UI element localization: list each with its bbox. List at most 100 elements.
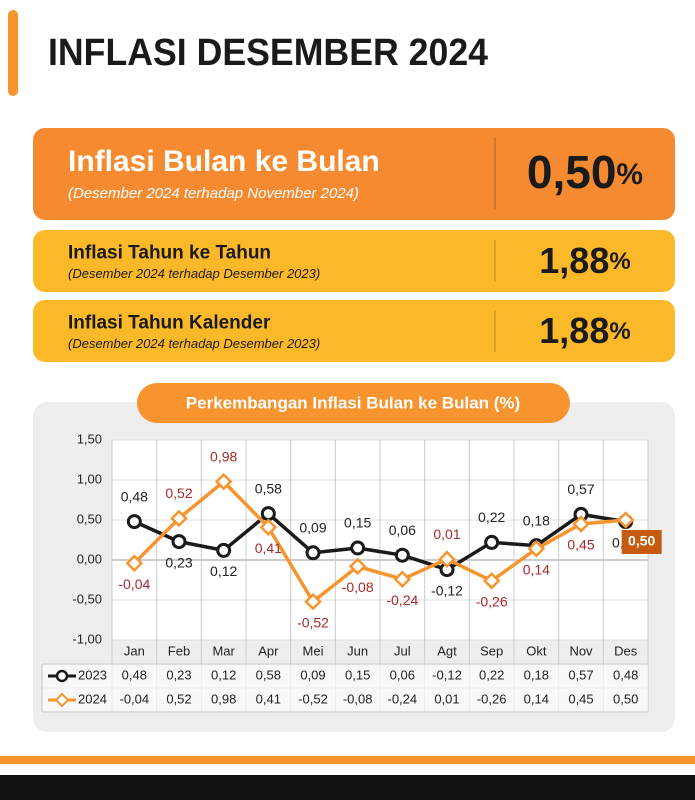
x-tick-label: Sep xyxy=(480,643,503,658)
line xyxy=(133,511,626,572)
marker xyxy=(125,554,144,572)
table-cell: -0,12 xyxy=(432,667,462,682)
value-label: 0,48 xyxy=(121,488,148,504)
y-tick-label: 0,00 xyxy=(77,551,102,566)
table-cell: 0,22 xyxy=(479,667,504,682)
table-cell: -0,24 xyxy=(388,691,418,706)
y-tick-label: 0,50 xyxy=(77,511,102,526)
card-value: 0,50% xyxy=(527,146,643,198)
card-subtitle: (Desember 2024 terhadap Desember 2023) xyxy=(68,266,320,281)
table-cell: 0,45 xyxy=(568,691,593,706)
value-label: 0,01 xyxy=(433,526,460,542)
table-cell: 0,52 xyxy=(166,691,191,706)
x-tick-label: Mar xyxy=(212,643,235,658)
value-label: 0,12 xyxy=(210,563,237,579)
marker xyxy=(348,557,367,576)
marker xyxy=(170,509,188,528)
value-label: 0,14 xyxy=(523,562,550,578)
table-cell: 0,57 xyxy=(568,667,593,682)
value-label: 0,45 xyxy=(567,537,594,553)
card-value-number: 1,88 xyxy=(539,240,609,281)
card-value-number: 1,88 xyxy=(539,310,609,351)
marker xyxy=(394,547,410,563)
value-label: 0,41 xyxy=(255,540,282,556)
x-tick-label: Feb xyxy=(168,643,190,658)
value-label: 0,09 xyxy=(299,520,326,536)
table-cell: 0,12 xyxy=(211,667,236,682)
card-subtitle: (Desember 2024 terhadap Desember 2023) xyxy=(68,336,320,351)
legend-label: 2024 xyxy=(78,691,107,706)
marker xyxy=(482,572,501,590)
marker xyxy=(214,472,233,491)
x-tick-label: Agt xyxy=(437,643,457,658)
table-cell: 0,41 xyxy=(256,691,281,706)
marker xyxy=(393,570,412,588)
table-cell: 0,15 xyxy=(345,667,370,682)
marker xyxy=(126,514,142,530)
card-value-unit: % xyxy=(609,248,630,275)
card-subtitle: (Desember 2024 terhadap November 2024) xyxy=(68,185,359,202)
marker xyxy=(527,540,546,558)
table-cell: -0,52 xyxy=(298,691,328,706)
value-label: -0,12 xyxy=(431,582,463,598)
chart-title: Perkembangan Inflasi Bulan ke Bulan (%) xyxy=(186,393,520,412)
value-label: -0,04 xyxy=(118,576,150,592)
table-cell: -0,08 xyxy=(343,691,373,706)
marker xyxy=(260,506,276,522)
chart-title-pill xyxy=(137,383,570,423)
table-cell: 0,18 xyxy=(524,667,549,682)
card-title: Inflasi Bulan ke Bulan xyxy=(68,145,380,178)
value-label: 0,18 xyxy=(523,512,550,528)
card-value-unit: % xyxy=(609,318,630,345)
footer-line xyxy=(0,756,695,764)
x-tick-label: Mei xyxy=(303,643,324,658)
marker xyxy=(350,540,366,556)
legend-label: 2023 xyxy=(78,667,107,682)
value-label: -0,26 xyxy=(476,594,508,610)
y-tick-label: -1,00 xyxy=(72,631,102,646)
table-cell: 0,58 xyxy=(256,667,281,682)
value-label: -0,52 xyxy=(297,614,329,630)
x-tick-label: Jan xyxy=(124,643,145,658)
card-value-number: 0,50 xyxy=(527,146,617,198)
page-title: INFLASI DESEMBER 2024 xyxy=(48,32,488,74)
marker xyxy=(305,545,321,561)
table-cell: -0,04 xyxy=(120,691,150,706)
marker xyxy=(484,534,500,550)
card-value-unit: % xyxy=(616,158,643,191)
value-label: 0,50 xyxy=(628,533,655,549)
x-tick-label: Nov xyxy=(569,643,593,658)
value-label: 0,22 xyxy=(478,509,505,525)
table-cell: -0,26 xyxy=(477,691,507,706)
value-label: 0,57 xyxy=(567,481,594,497)
table-cell: 0,50 xyxy=(613,691,638,706)
table-cell: 0,01 xyxy=(434,691,459,706)
card-title: Inflasi Tahun Kalender xyxy=(68,313,271,334)
value-label: 0,23 xyxy=(165,554,192,570)
card xyxy=(33,230,675,292)
marker xyxy=(259,518,278,536)
table-bg xyxy=(43,665,648,711)
marker xyxy=(216,542,232,558)
marker xyxy=(171,534,187,550)
card-title: Inflasi Tahun ke Tahun xyxy=(68,243,271,264)
marker xyxy=(438,550,456,568)
table-cell: 0,23 xyxy=(166,667,191,682)
legend-marker xyxy=(54,692,70,708)
x-tick-label: Jul xyxy=(394,643,411,658)
x-tick-label: Des xyxy=(614,643,638,658)
y-tick-label: 1,00 xyxy=(77,471,102,486)
marker xyxy=(616,511,635,529)
value-label: 0,06 xyxy=(389,522,416,538)
card xyxy=(33,128,675,220)
x-tick-label: Jun xyxy=(347,643,368,658)
x-tick-label: Okt xyxy=(526,643,547,658)
y-tick-label: -0,50 xyxy=(72,591,102,606)
marker xyxy=(304,592,322,611)
footer-band xyxy=(0,775,695,800)
line xyxy=(133,479,626,604)
table-cell: 0,09 xyxy=(300,667,325,682)
table-cell: 0,48 xyxy=(613,667,638,682)
table-cell: 0,06 xyxy=(390,667,415,682)
